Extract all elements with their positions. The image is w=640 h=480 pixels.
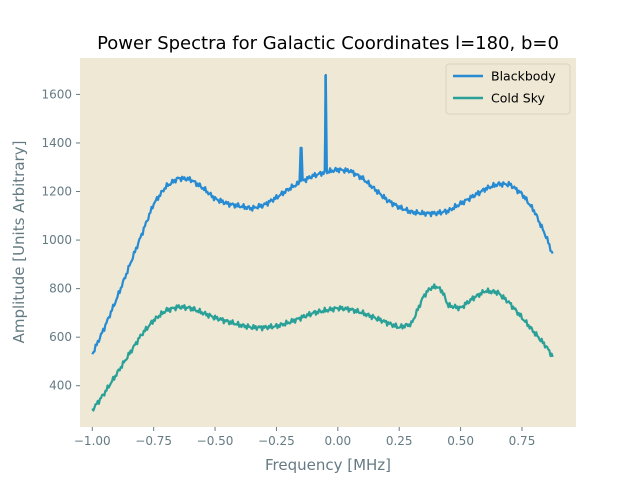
y-tick-label: 800 (49, 282, 72, 296)
y-tick-label: 1600 (41, 87, 72, 101)
x-tick-label: −0.50 (197, 434, 234, 448)
y-tick-label: 1000 (41, 233, 72, 247)
legend: Blackbody Cold Sky (445, 63, 571, 115)
x-tick-label: −0.25 (258, 434, 295, 448)
x-axis-label: Frequency [MHz] (265, 456, 391, 474)
y-tick-label: 1400 (41, 136, 72, 150)
x-tick-label: 0.00 (324, 434, 351, 448)
y-tick-label: 400 (49, 379, 72, 393)
series-layer (91, 73, 554, 412)
chart-title: Power Spectra for Galactic Coordinates l… (97, 33, 559, 54)
x-tick-label: 0.75 (509, 434, 536, 448)
x-tick-label: −1.00 (74, 434, 111, 448)
x-tick-label: −0.75 (135, 434, 172, 448)
x-tick-label: 0.50 (447, 434, 474, 448)
x-axis-ticks: −1.00 −0.75 −0.50 −0.25 0.00 0.25 0.50 0.75 (74, 427, 535, 448)
series-line-blackbody (91, 73, 554, 355)
y-axis-ticks: 400 600 800 1000 1200 1400 1600 (41, 87, 80, 393)
x-tick-label: 0.25 (386, 434, 413, 448)
series-line-cold-sky (91, 283, 554, 412)
y-axis-label: Amplitude [Units Arbitrary] (10, 141, 28, 344)
legend-label-cold-sky: Cold Sky (491, 91, 545, 106)
y-tick-label: 600 (49, 330, 72, 344)
plot-background (80, 58, 576, 427)
legend-label-blackbody: Blackbody (491, 69, 556, 84)
y-tick-label: 1200 (41, 185, 72, 199)
